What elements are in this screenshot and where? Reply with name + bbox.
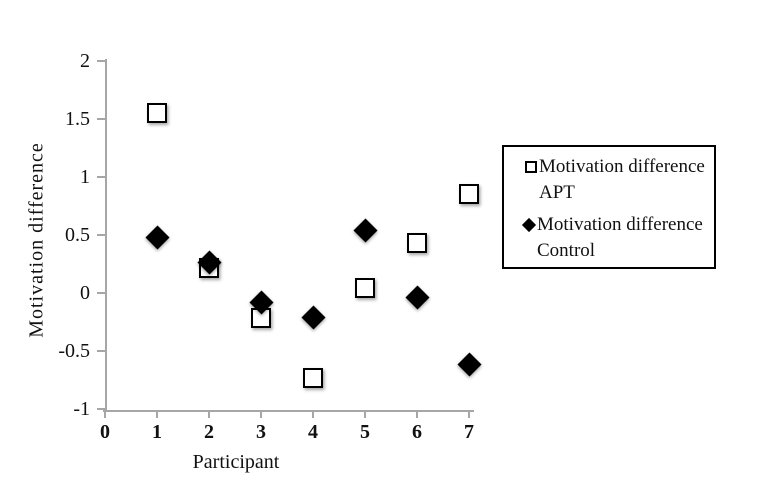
x-axis-line xyxy=(103,410,474,412)
x-tick-mark xyxy=(104,412,106,418)
y-tick-mark xyxy=(97,234,105,236)
legend: Motivation difference APT Motivation diff… xyxy=(502,145,716,269)
filled-diamond-icon xyxy=(521,217,537,233)
y-tick-label: -0.5 xyxy=(58,340,90,362)
y-tick-label: 0 xyxy=(80,282,90,304)
x-tick-label: 2 xyxy=(204,421,214,443)
y-tick-label: 0.5 xyxy=(65,224,90,246)
y-axis-line xyxy=(105,59,107,412)
x-tick-mark xyxy=(260,412,262,418)
data-point-apt xyxy=(458,183,479,204)
y-tick-mark xyxy=(97,118,105,120)
x-tick-mark xyxy=(468,412,470,418)
x-tick-label: 4 xyxy=(308,421,318,443)
legend-item: Motivation difference Control xyxy=(521,212,710,264)
x-tick-label: 1 xyxy=(152,421,162,443)
y-tick-mark xyxy=(97,176,105,178)
y-tick-mark xyxy=(97,60,105,62)
y-tick-mark xyxy=(97,408,105,410)
data-point-apt xyxy=(302,368,323,389)
data-point-control xyxy=(300,305,326,330)
x-axis-title: Participant xyxy=(192,451,280,473)
data-point-apt xyxy=(406,232,427,253)
x-tick-label: 6 xyxy=(412,421,422,443)
y-axis-title: Motivation difference xyxy=(25,142,48,338)
data-point-control xyxy=(404,285,430,310)
x-tick-mark xyxy=(208,412,210,418)
x-tick-label: 7 xyxy=(464,421,474,443)
x-tick-mark xyxy=(312,412,314,418)
y-tick-mark xyxy=(97,292,105,294)
x-tick-mark xyxy=(364,412,366,418)
x-tick-mark xyxy=(416,412,418,418)
data-point-control xyxy=(352,218,378,243)
legend-item-label: Motivation difference APT xyxy=(539,156,705,203)
y-tick-label: 1 xyxy=(80,166,90,188)
x-tick-mark xyxy=(156,412,158,418)
y-tick-label: 1.5 xyxy=(65,108,90,130)
x-tick-label: 5 xyxy=(360,421,370,443)
x-tick-label: 3 xyxy=(256,421,266,443)
data-point-control xyxy=(456,352,482,377)
y-tick-label: 2 xyxy=(80,50,90,72)
data-point-apt xyxy=(146,102,167,123)
legend-item-label: Motivation difference Control xyxy=(537,214,703,261)
legend-item: Motivation difference APT xyxy=(525,154,710,206)
x-tick-label: 0 xyxy=(100,421,110,443)
open-square-icon xyxy=(525,161,537,173)
data-point-apt xyxy=(354,277,375,298)
data-point-control xyxy=(144,225,170,250)
y-tick-mark xyxy=(97,350,105,352)
y-tick-label: -1 xyxy=(73,398,90,420)
